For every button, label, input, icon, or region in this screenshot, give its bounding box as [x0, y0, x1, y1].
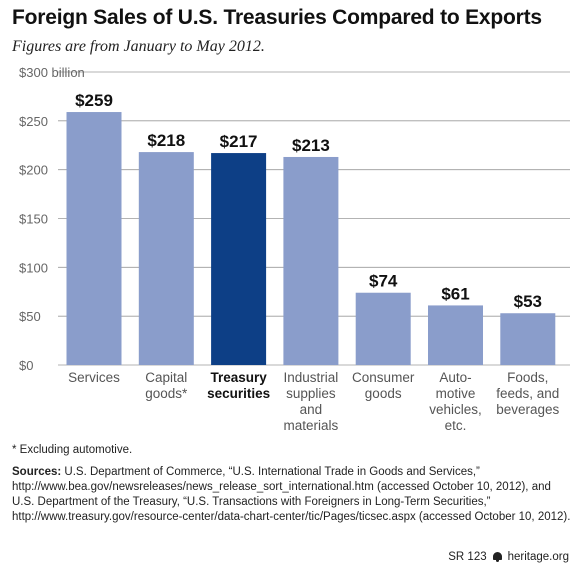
bar [355, 292, 411, 365]
chart-title: Foreign Sales of U.S. Treasuries Compare… [12, 6, 542, 29]
x-tick-label: Capital goods* [145, 370, 188, 401]
footer: SR 123 heritage.org [448, 551, 569, 563]
y-tick-label: $300 billion [19, 65, 85, 80]
x-tick-label: Foods, feeds, and beverages [496, 370, 559, 417]
x-tick-label: Auto-motive vehicles, etc. [429, 370, 482, 433]
value-label: $259 [75, 91, 113, 110]
x-tick-label: Consumer goods [352, 370, 415, 401]
value-label: $213 [292, 136, 330, 155]
value-label: $74 [369, 272, 398, 291]
bar [211, 153, 267, 365]
value-label: $53 [514, 292, 542, 311]
value-label: $61 [441, 284, 469, 303]
bar [500, 313, 556, 365]
sources: Sources: U.S. Department of Commerce, “U… [12, 465, 572, 525]
report-number: SR 123 [448, 551, 487, 563]
sources-text: U.S. Department of Commerce, “U.S. Inter… [12, 466, 571, 523]
y-tick-label: $150 [19, 212, 48, 227]
bar [428, 305, 483, 365]
value-label: $218 [147, 131, 185, 150]
y-tick-label: $50 [19, 309, 41, 324]
y-tick-label: $200 [19, 163, 48, 178]
x-tick-label: Services [68, 370, 120, 385]
liberty-bell-icon [492, 552, 502, 562]
x-tick-label: Industrial supplies and materials [284, 370, 339, 433]
site-name: heritage.org [507, 551, 569, 563]
chart-subtitle: Figures are from January to May 2012. [12, 38, 265, 55]
bar [283, 156, 339, 365]
y-tick-label: $100 [19, 260, 48, 275]
bar [138, 152, 194, 365]
bar [66, 112, 122, 365]
y-tick-label: $250 [19, 114, 48, 129]
x-tick-label: Treasury securities [207, 370, 270, 401]
y-tick-label: $0 [19, 358, 33, 373]
sources-label: Sources: [12, 466, 62, 478]
footnote: * Excluding automotive. [12, 444, 133, 456]
bar-chart: $0 $50 $100 $150 $200 $250 $300 billion $259 Ser… [19, 65, 570, 433]
value-label: $217 [220, 132, 258, 151]
